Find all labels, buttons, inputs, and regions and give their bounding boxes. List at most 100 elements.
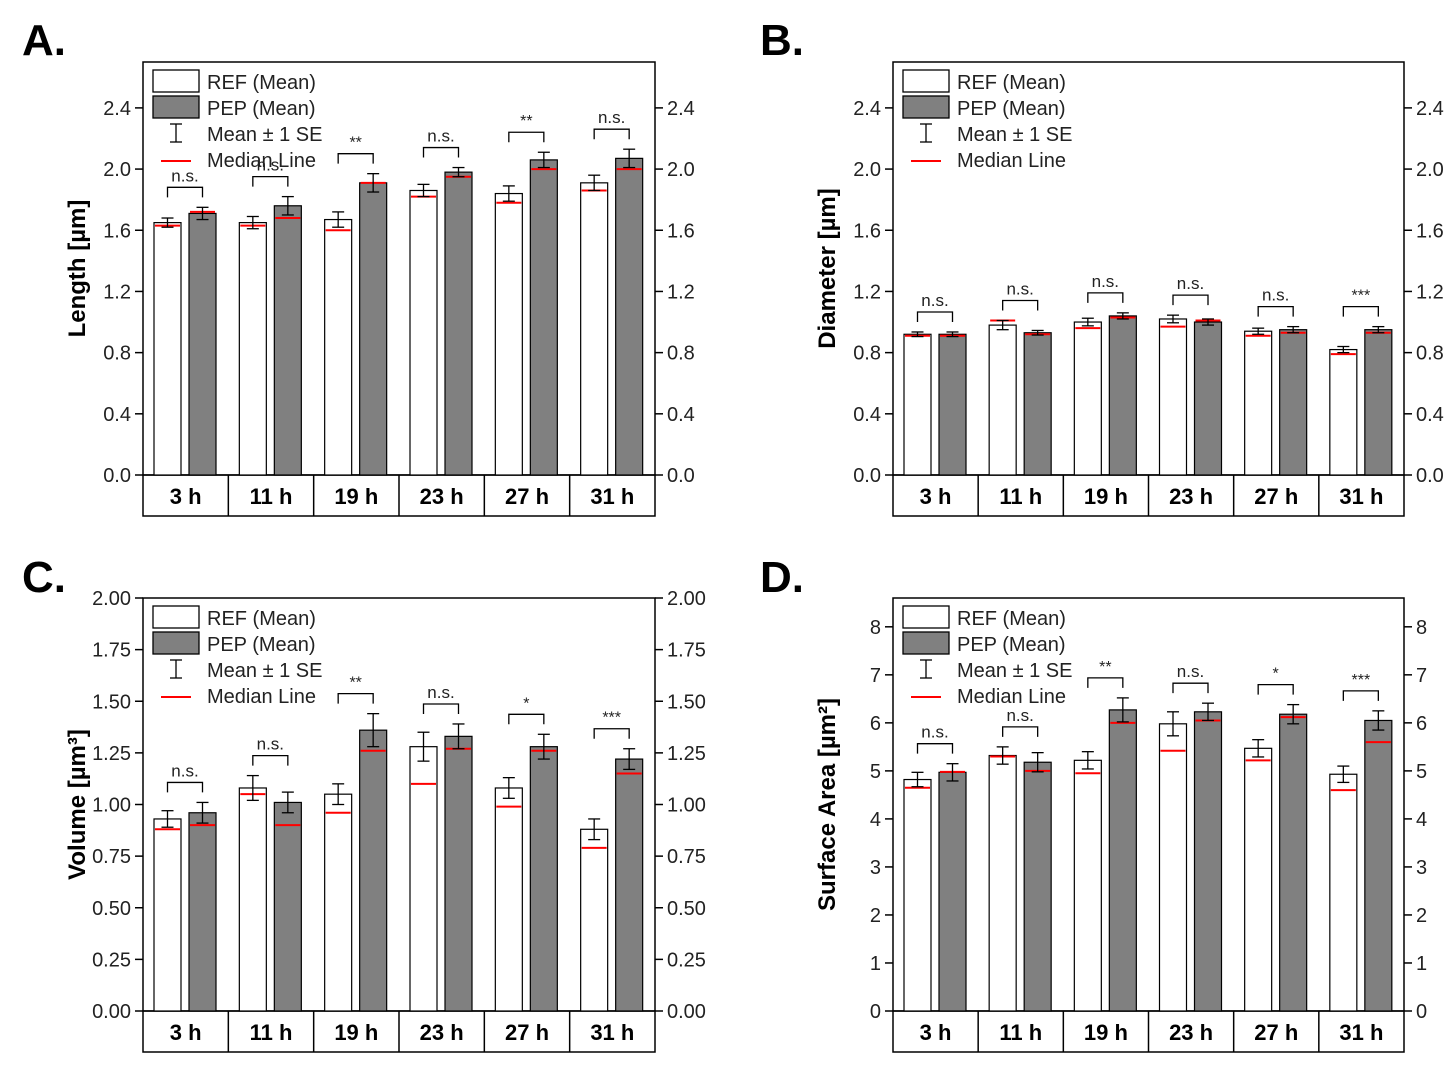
y-axis-label: Length [µm] xyxy=(64,200,91,338)
significance-label: n.s. xyxy=(598,108,625,127)
y-tick-label-right: 2.0 xyxy=(1416,159,1444,181)
ref-bar xyxy=(580,828,609,1012)
pep-bar xyxy=(359,182,388,476)
legend-median-label: Median Line xyxy=(207,686,316,708)
significance-label: n.s. xyxy=(257,735,284,754)
pep-bar xyxy=(188,212,217,476)
panel-label: D. xyxy=(760,553,804,602)
y-tick-label-left: 0.8 xyxy=(103,343,131,365)
legend: REF (Mean) PEP (Mean) Mean ± 1 SE Median Li… xyxy=(902,605,1072,708)
pep-bar xyxy=(1279,329,1308,476)
y-tick-label-left: 0.25 xyxy=(92,949,131,971)
ref-bar xyxy=(1073,321,1102,476)
significance-bracket xyxy=(1002,726,1039,737)
significance-label: n.s. xyxy=(1006,706,1033,725)
pep-bar xyxy=(1023,332,1052,476)
y-tick-label-right: 2 xyxy=(1416,905,1427,927)
y-tick-label-right: 0.25 xyxy=(667,949,706,971)
y-tick-label-left: 3 xyxy=(870,857,881,879)
ref-bar xyxy=(1158,723,1188,1012)
category-label: 31 h xyxy=(590,1020,634,1045)
y-tick-label-left: 0.50 xyxy=(92,898,131,920)
y-tick-label-right: 7 xyxy=(1416,665,1427,687)
legend-pep-swatch xyxy=(152,95,200,119)
legend-pep-label: PEP (Mean) xyxy=(207,634,316,656)
significance-label: ** xyxy=(520,113,532,130)
y-tick-label-right: 1.75 xyxy=(667,640,706,662)
ref-bar xyxy=(1244,747,1273,1012)
y-tick-label-right: 1.2 xyxy=(667,281,695,303)
y-tick-label-right: 1.50 xyxy=(667,691,706,713)
legend-ref-label: REF (Mean) xyxy=(207,72,316,94)
significance-bracket xyxy=(1257,305,1294,317)
pep-bar xyxy=(444,735,473,1012)
y-tick-label-left: 0.75 xyxy=(92,846,131,868)
y-tick-label-left: 0.0 xyxy=(853,465,881,487)
category-label: 11 h xyxy=(999,1020,1042,1045)
ref-bar xyxy=(494,787,523,1012)
significance-bracket xyxy=(1087,292,1124,303)
y-tick-label-left: 0.00 xyxy=(92,1001,131,1023)
legend-pep-label: PEP (Mean) xyxy=(957,634,1066,656)
category-label: 31 h xyxy=(1339,1020,1383,1045)
pep-bar xyxy=(273,801,302,1012)
y-tick-label-right: 2.00 xyxy=(667,588,706,610)
y-tick-label-right: 1.25 xyxy=(667,743,706,765)
y-tick-label-right: 0.75 xyxy=(667,846,706,868)
significance-bracket xyxy=(916,743,954,754)
ref-bar xyxy=(580,182,609,476)
pep-bar xyxy=(938,771,967,1012)
significance-label: n.s. xyxy=(171,166,198,185)
ref-bar xyxy=(153,818,182,1012)
panel-d: D. 0 0 1 1 2 2 3 3 4 4 5 5 6 6 7 7 8 8 Surface Area [µm²] 3 … xyxy=(760,553,1427,1053)
pep-bar xyxy=(444,171,473,476)
significance-bracket xyxy=(1002,299,1039,311)
legend: REF (Mean) PEP (Mean) Mean ± 1 SE Median Li… xyxy=(152,605,322,708)
legend-se-label: Mean ± 1 SE xyxy=(957,660,1072,682)
ref-bar xyxy=(1329,773,1358,1012)
panel-c: C. 0.00 0.00 0.25 0.25 0.50 0.50 0.75 0.75 1.00 1.… xyxy=(22,553,706,1053)
pep-bar xyxy=(359,729,388,1012)
y-tick-label-right: 4 xyxy=(1416,809,1427,831)
ref-bar xyxy=(1329,348,1358,476)
significance-label: n.s. xyxy=(921,291,948,310)
significance-bracket xyxy=(166,781,204,793)
significance-label: n.s. xyxy=(1177,662,1204,681)
category-label: 11 h xyxy=(250,484,293,509)
ref-bar xyxy=(153,222,182,476)
y-tick-label-right: 0.4 xyxy=(1416,404,1444,426)
y-tick-label-left: 1.2 xyxy=(853,281,881,303)
y-tick-label-right: 0 xyxy=(1416,1001,1427,1023)
pep-bar xyxy=(1279,713,1308,1012)
category-label: 19 h xyxy=(1084,484,1128,509)
category-label: 31 h xyxy=(1339,484,1383,509)
category-label: 3 h xyxy=(920,1020,952,1045)
ref-bar xyxy=(409,189,438,476)
significance-bracket xyxy=(422,146,460,158)
pep-bar xyxy=(1108,315,1137,476)
y-tick-label-left: 2.4 xyxy=(853,98,881,120)
ref-bar xyxy=(988,324,1017,476)
significance-bracket xyxy=(1342,690,1379,701)
legend-se-label: Mean ± 1 SE xyxy=(207,660,322,682)
pep-bar xyxy=(1108,709,1137,1012)
significance-bracket xyxy=(252,754,289,766)
y-tick-label-right: 5 xyxy=(1416,761,1427,783)
ref-bar xyxy=(324,218,353,476)
legend-pep-label: PEP (Mean) xyxy=(957,98,1066,120)
y-tick-label-left: 8 xyxy=(870,617,881,639)
significance-label: * xyxy=(1273,666,1279,683)
y-tick-label-right: 0.8 xyxy=(1416,343,1444,365)
category-label: 3 h xyxy=(920,484,952,509)
pep-bar xyxy=(938,333,967,476)
y-tick-label-right: 1 xyxy=(1416,953,1427,975)
y-tick-label-left: 0.4 xyxy=(853,404,881,426)
significance-label: * xyxy=(523,695,529,712)
ref-bar xyxy=(1158,318,1188,476)
ref-bar xyxy=(409,746,438,1012)
category-label: 27 h xyxy=(1254,484,1298,509)
significance-label: n.s. xyxy=(1177,274,1204,293)
legend-ref-label: REF (Mean) xyxy=(957,608,1066,630)
pep-bar xyxy=(615,157,644,476)
category-label: 19 h xyxy=(334,1020,378,1045)
